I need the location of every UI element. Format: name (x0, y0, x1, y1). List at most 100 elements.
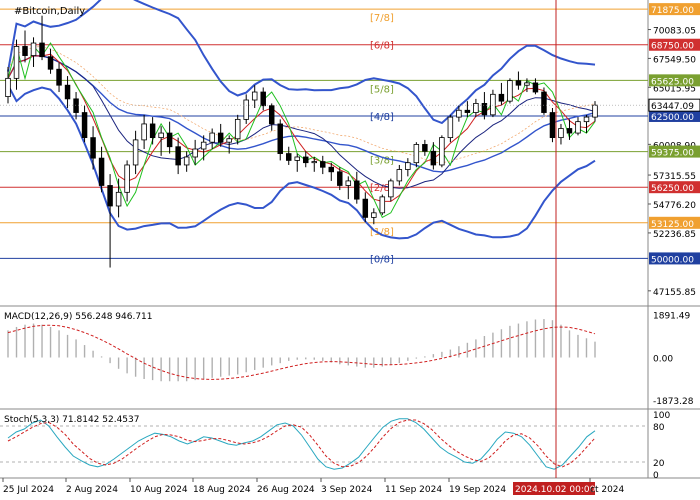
murrey-level-label: 65625.00 (651, 77, 694, 87)
murrey-level-label-bg (649, 252, 700, 265)
candle-body (200, 141, 207, 150)
time-tick-label: 18 Aug 2024 (193, 485, 251, 495)
price-tick-label: 47155.85 (653, 288, 696, 298)
candle-body (81, 112, 88, 139)
candle-body (192, 148, 198, 158)
candle-body (447, 116, 454, 139)
candle-body (379, 196, 386, 214)
stoch-title: Stoch(5,3,3) 71.8142 52.4537 (4, 415, 139, 425)
murrey-level-name: [4/8] (370, 112, 394, 123)
candle-body (56, 68, 62, 86)
price-tick-label: 65015.95 (653, 84, 696, 94)
time-axis: 25 Jul 2024 2 Aug 2024 10 Aug 2024 18 Aug 2… (2, 478, 625, 495)
time-tick-label: 26 Aug 2024 (257, 485, 315, 495)
candle-body (541, 91, 547, 113)
time-tick-label: 19 Sep 2024 (449, 485, 506, 495)
candle-body (371, 212, 377, 218)
macd-title: MACD(12,26,9) 556.248 946.711 (4, 312, 153, 322)
time-tick-label: ct 2024 (590, 485, 625, 495)
candle-body (558, 128, 564, 139)
murrey-level-name: [2/8] (370, 183, 394, 194)
candle-body (166, 132, 173, 148)
candle-body (73, 98, 79, 113)
murrey-level-label-bg (649, 216, 700, 229)
candle-body (243, 99, 249, 120)
murrey-level-name: [7/8] (370, 13, 394, 24)
macd-signal-line (7, 324, 596, 380)
candle-body (464, 109, 471, 113)
candle-body (439, 137, 445, 166)
crosshair-time-label-bg (513, 482, 595, 495)
candle-body (566, 128, 573, 134)
candle-body (413, 144, 420, 164)
candle-body (98, 157, 105, 186)
murrey-level-label: 71875.00 (651, 6, 694, 16)
candle-body (583, 116, 590, 123)
candle-body (388, 180, 394, 198)
candle-body (481, 103, 488, 116)
price-tick-label: 54776.20 (653, 201, 696, 211)
candle-body (328, 166, 335, 173)
candle-body (592, 104, 598, 118)
murrey-level-label: 68750.00 (651, 42, 694, 52)
chart-title: #Bitcoin,Daily (14, 6, 85, 17)
candle-body (209, 132, 215, 143)
candle-body (5, 77, 11, 97)
price-tick-label: 67549.50 (653, 55, 696, 65)
murrey-level-label: 59375.00 (651, 149, 694, 159)
current-price-label: 63447.09 (651, 102, 694, 112)
candle-body (498, 93, 505, 102)
candle-body (39, 42, 45, 58)
candle-body (132, 139, 139, 166)
candle-body (490, 93, 496, 116)
murrey-level-label: 53125.00 (651, 220, 694, 230)
murrey-level-label-bg (649, 145, 700, 158)
candle-body (64, 84, 71, 100)
stoch-main-line (7, 418, 596, 470)
fast-ma-line (7, 53, 596, 202)
candle-body (337, 171, 343, 186)
candle-body (226, 138, 232, 143)
candle-body (13, 46, 20, 79)
candle-body (524, 82, 530, 86)
candle-body (354, 180, 360, 200)
murrey-level-label: 62500.00 (651, 113, 694, 123)
candle-body (422, 144, 428, 152)
candle-body (532, 82, 539, 93)
candle-body (107, 185, 113, 207)
chart-background (0, 0, 648, 500)
murrey-level-label: 56250.00 (651, 184, 694, 194)
time-tick-label: 10 Aug 2024 (130, 485, 188, 495)
candle-body (285, 153, 292, 161)
candle-body (234, 118, 241, 140)
lower-band-line (7, 84, 596, 240)
time-tick-label: 11 Sep 2024 (385, 485, 442, 495)
macd-tick-label: 1891.49 (653, 312, 690, 322)
candle-body (90, 137, 96, 159)
murrey-level-name: [1/8] (370, 227, 394, 238)
stoch-signal-line (7, 419, 596, 468)
candle-body (362, 198, 369, 218)
candle-body (575, 121, 581, 134)
middle-band-line (7, 55, 596, 173)
candle-body (277, 123, 283, 154)
stoch-tick-label: 0 (653, 471, 659, 481)
candle-body (251, 91, 258, 101)
murrey-levels: [7/8] [6/8] [5/8] [4/8] [3/8] [2/8] [1/8] [0/8] (0, 8, 648, 265)
candle-body (158, 132, 164, 139)
candle-body (549, 112, 556, 139)
price-tick-label: 52236.85 (653, 230, 696, 240)
murrey-level-name: [3/8] (370, 156, 394, 167)
candle-body (260, 91, 266, 107)
current-price-label-bg (648, 98, 700, 112)
candle-body (217, 132, 224, 143)
murrey-level-label: 50000.00 (651, 255, 694, 265)
murrey-level-label-bg (649, 181, 700, 194)
candle-body (507, 80, 513, 102)
envelope-bands (7, 0, 596, 240)
candle-body (124, 164, 130, 193)
candle-body (405, 162, 411, 170)
candle-body (311, 161, 318, 164)
stoch-panel: 100 80 20 0 (0, 411, 670, 481)
